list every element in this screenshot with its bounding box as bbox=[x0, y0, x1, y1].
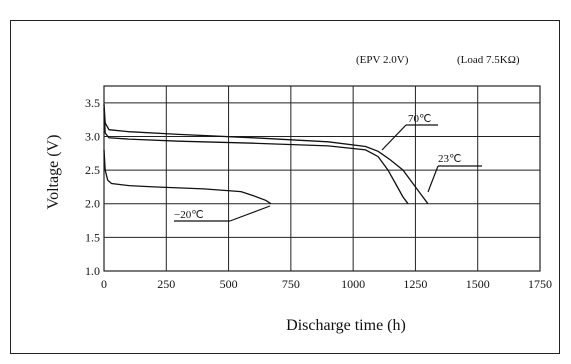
leader-minus20c-arrow bbox=[229, 205, 271, 222]
x-tick-label: 1250 bbox=[403, 277, 427, 291]
y-axis-title: Voltage (V) bbox=[45, 135, 62, 210]
curve-70c bbox=[103, 108, 409, 205]
plot-border bbox=[103, 85, 541, 272]
x-tick-label: 750 bbox=[282, 277, 300, 291]
x-tick-label: 1750 bbox=[528, 277, 552, 291]
x-tick-label: 1500 bbox=[466, 277, 490, 291]
y-tick-label: 3.0 bbox=[85, 129, 100, 143]
load-note: (Load 7.5KΩ) bbox=[457, 54, 520, 66]
x-axis-title: Discharge time (h) bbox=[286, 317, 406, 334]
leader-23c-arrow bbox=[427, 165, 439, 193]
epv-note: (EPV 2.0V) bbox=[356, 54, 409, 66]
curve-23c bbox=[103, 104, 429, 205]
y-tick-label: 1.5 bbox=[85, 230, 100, 244]
chart-frame bbox=[10, 20, 560, 354]
x-tick-label: 500 bbox=[220, 277, 238, 291]
x-tick-label: 250 bbox=[157, 277, 175, 291]
y-tick-label: 2.0 bbox=[85, 197, 100, 211]
y-tick-label: 2.5 bbox=[85, 163, 100, 177]
x-tick-label: 1000 bbox=[341, 277, 365, 291]
curve-minus20c bbox=[103, 149, 272, 205]
series-label-70c: 70℃ bbox=[408, 113, 431, 125]
y-tick-label: 3.5 bbox=[85, 96, 100, 110]
series-label-minus20c: −20℃ bbox=[174, 209, 204, 221]
curves bbox=[103, 104, 429, 205]
series-label-23c: 23℃ bbox=[438, 153, 461, 165]
x-tick-label: 0 bbox=[101, 277, 107, 291]
tick-labels: 0 250 500 750 1000 1250 1500 1750 1.0 1.5 2.0 2.5 3.… bbox=[85, 96, 552, 291]
y-tick-label: 1.0 bbox=[85, 264, 100, 278]
leader-70c-arrow bbox=[381, 124, 407, 151]
grid bbox=[103, 85, 541, 272]
